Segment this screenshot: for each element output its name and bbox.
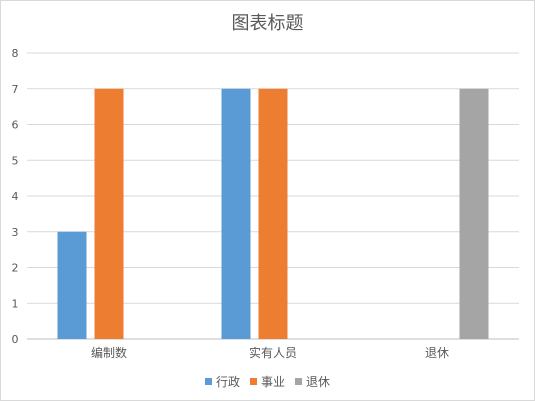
bar	[57, 231, 87, 339]
y-tick-label: 2	[12, 262, 19, 275]
bar	[221, 88, 251, 339]
y-tick-label: 7	[12, 83, 19, 96]
legend-swatch	[295, 378, 302, 385]
y-tick-label: 5	[12, 154, 19, 167]
bar	[94, 88, 124, 339]
y-tick-label: 1	[12, 297, 19, 310]
legend: 行政 事业 退休	[1, 373, 534, 390]
legend-label: 行政	[215, 375, 240, 389]
y-tick-label: 4	[12, 190, 19, 203]
bar	[258, 88, 288, 339]
x-tick-label: 退休	[425, 346, 449, 360]
legend-entry: 事业	[249, 373, 285, 390]
chart-title: 图表标题	[231, 13, 304, 34]
legend-swatch	[249, 378, 257, 385]
legend-label: 退休	[306, 375, 331, 389]
x-tick-label: 实有人员	[249, 345, 297, 360]
y-tick-label: 0	[12, 333, 19, 346]
y-tick-label: 8	[12, 47, 19, 60]
y-tick-label: 3	[12, 226, 19, 239]
legend-entry: 行政	[204, 373, 240, 390]
legend-swatch	[204, 378, 212, 385]
plot-area: 0 1 2 3 4 5 6 7 8 编制数 实有人员 退休	[12, 47, 519, 360]
bar	[459, 88, 489, 339]
legend-entry: 退休	[295, 373, 330, 390]
y-tick-label: 6	[12, 119, 19, 132]
legend-label: 事业	[260, 375, 285, 389]
x-tick-label: 编制数	[91, 345, 127, 360]
